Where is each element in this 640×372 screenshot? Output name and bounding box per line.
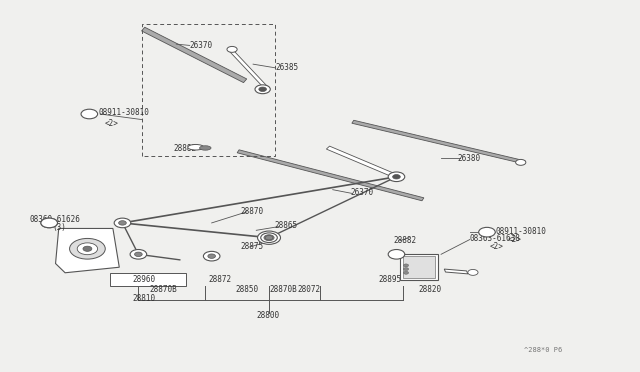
Text: 08911-30810: 08911-30810 <box>496 227 547 235</box>
Circle shape <box>468 269 478 275</box>
Bar <box>403 256 435 278</box>
Text: 08911-30810: 08911-30810 <box>99 108 149 118</box>
Text: S: S <box>47 220 51 226</box>
Ellipse shape <box>200 146 211 150</box>
Polygon shape <box>109 273 186 286</box>
Text: 28870: 28870 <box>241 207 264 217</box>
Text: 28820: 28820 <box>419 285 442 294</box>
Circle shape <box>257 231 280 244</box>
Text: 28870B: 28870B <box>149 285 177 294</box>
Circle shape <box>265 235 273 240</box>
Text: 28800: 28800 <box>256 311 280 320</box>
Text: 26370: 26370 <box>189 41 212 50</box>
Polygon shape <box>56 228 119 273</box>
Text: 28872: 28872 <box>209 275 232 283</box>
Text: 28882: 28882 <box>173 144 196 153</box>
Circle shape <box>393 174 400 179</box>
Circle shape <box>255 85 270 94</box>
Text: N: N <box>485 229 489 235</box>
Circle shape <box>130 250 147 259</box>
Text: 28882: 28882 <box>394 236 417 245</box>
Circle shape <box>388 250 404 259</box>
Circle shape <box>118 221 126 225</box>
Circle shape <box>516 160 526 165</box>
Text: S: S <box>394 251 399 257</box>
Ellipse shape <box>188 144 204 150</box>
Text: 28850: 28850 <box>236 285 259 294</box>
Text: 28072: 28072 <box>298 285 321 294</box>
Circle shape <box>264 235 274 241</box>
Circle shape <box>259 87 266 92</box>
Text: 08363-61638: 08363-61638 <box>470 234 520 243</box>
Polygon shape <box>444 269 468 274</box>
Polygon shape <box>326 146 399 179</box>
Circle shape <box>81 109 98 119</box>
Polygon shape <box>228 48 269 90</box>
Text: 28960: 28960 <box>132 275 155 283</box>
Circle shape <box>403 267 408 270</box>
Circle shape <box>403 264 408 267</box>
Text: 26380: 26380 <box>457 154 480 163</box>
Text: 28870B: 28870B <box>269 285 297 294</box>
Polygon shape <box>352 120 525 164</box>
Text: 26385: 26385 <box>275 63 298 72</box>
Circle shape <box>77 243 98 255</box>
Bar <box>399 254 438 280</box>
Text: 28810: 28810 <box>132 294 155 303</box>
Circle shape <box>70 238 105 259</box>
Text: 26370: 26370 <box>351 188 374 197</box>
Circle shape <box>134 252 142 257</box>
Circle shape <box>41 218 58 228</box>
Circle shape <box>41 218 58 228</box>
Text: 28875: 28875 <box>241 242 264 251</box>
Circle shape <box>114 218 131 228</box>
Circle shape <box>388 172 404 182</box>
Text: <2>: <2> <box>508 235 521 244</box>
Text: N: N <box>87 111 92 117</box>
Polygon shape <box>141 27 246 83</box>
Polygon shape <box>237 150 424 201</box>
Circle shape <box>83 246 92 251</box>
Text: (3): (3) <box>52 223 67 232</box>
Text: 08360-61626: 08360-61626 <box>29 215 80 224</box>
Circle shape <box>208 254 216 259</box>
Text: 28895: 28895 <box>379 275 402 283</box>
Circle shape <box>227 46 237 52</box>
Text: 28865: 28865 <box>274 221 297 230</box>
Circle shape <box>204 251 220 261</box>
Text: <2>: <2> <box>104 119 118 128</box>
Text: <2>: <2> <box>490 242 504 251</box>
Circle shape <box>403 271 408 274</box>
Circle shape <box>479 227 495 237</box>
Circle shape <box>260 233 277 243</box>
Text: ^288*0 P6: ^288*0 P6 <box>524 347 562 353</box>
